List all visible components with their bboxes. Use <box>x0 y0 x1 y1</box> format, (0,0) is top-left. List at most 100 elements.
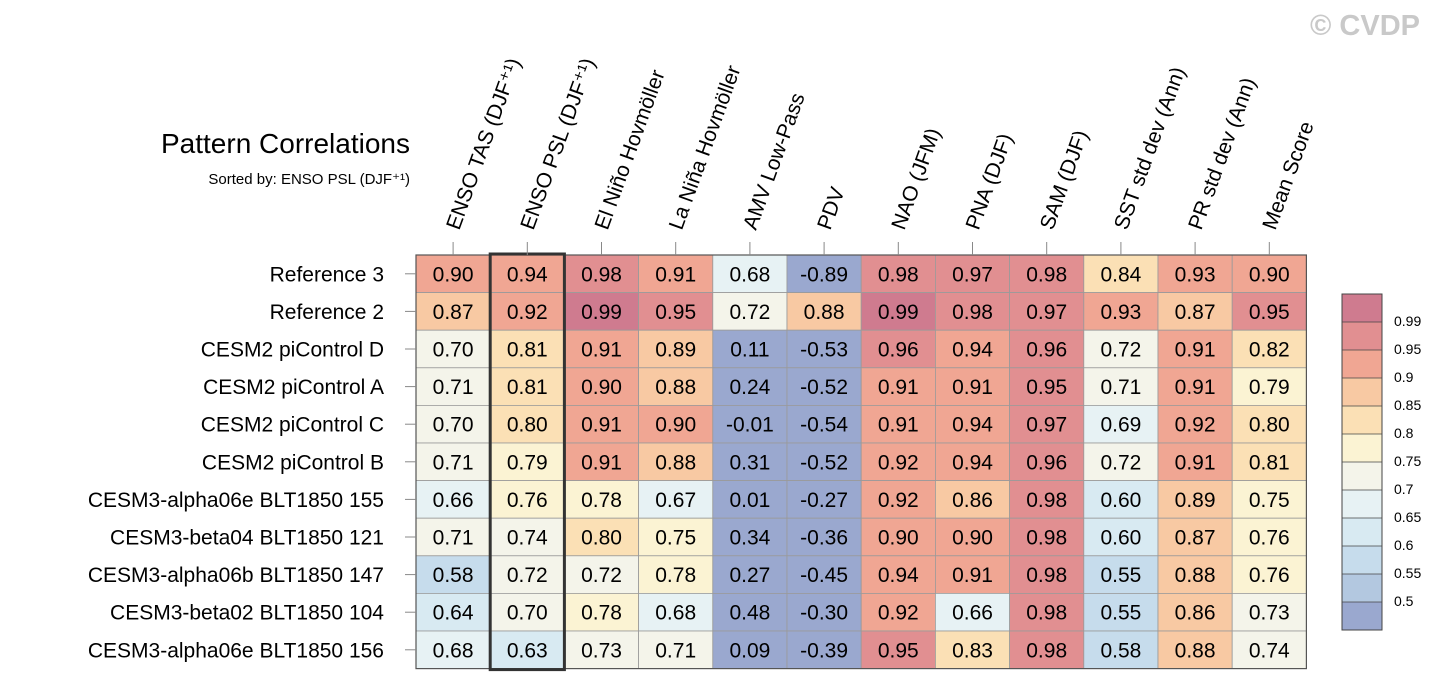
colorbar-segment <box>1342 490 1382 519</box>
chart-title: Pattern Correlations <box>161 128 410 159</box>
cell-value-label: 0.75 <box>655 527 696 550</box>
cell-value-label: 0.70 <box>433 414 474 437</box>
heatmap-cell <box>786 442 862 481</box>
heatmap-cell <box>638 555 714 594</box>
cell-value-label: -0.54 <box>800 414 848 437</box>
cell-value-label: 0.76 <box>1249 564 1290 587</box>
row-label: CESM2 piControl C <box>201 414 384 437</box>
colorbar: 0.99 0.95 0.9 0.85 0.8 0.75 0.7 0.65 0.6 0.55 0.5 <box>1341 293 1421 631</box>
heatmap-cell <box>712 404 788 444</box>
heatmap-cell <box>1157 480 1233 519</box>
cell-value-label: 0.98 <box>1026 263 1067 286</box>
cell-value-label: 0.58 <box>433 564 474 587</box>
heatmap-cell <box>1231 593 1307 632</box>
cell-value-label: 0.98 <box>581 263 622 286</box>
cell-value-label: 0.71 <box>1100 376 1141 399</box>
colorbar-label: 0.7 <box>1394 481 1414 497</box>
heatmap-cell <box>415 292 491 331</box>
colorbar-label: 0.5 <box>1394 593 1414 609</box>
heatmap-cell <box>1083 517 1159 557</box>
cell-value-label: 0.92 <box>878 602 919 625</box>
heatmap-cell <box>1009 329 1085 369</box>
colorbar-segment <box>1342 574 1382 603</box>
heatmap-cell <box>564 329 640 369</box>
cell-value-label: 0.95 <box>1249 301 1290 324</box>
heatmap-cell <box>415 593 491 632</box>
colorbar-frame <box>1341 293 1383 631</box>
cell-value-label: 0.91 <box>952 376 993 399</box>
heatmap-cell <box>712 517 788 557</box>
heatmap-cell <box>786 630 862 669</box>
cell-value-label: 0.89 <box>1175 489 1216 512</box>
cell-value-label: 0.97 <box>952 263 993 286</box>
cell-value-label: 0.81 <box>507 376 548 399</box>
heatmap-cell <box>712 442 788 481</box>
cell-value-label: 0.86 <box>952 489 993 512</box>
cell-value-label: 0.98 <box>1026 527 1067 550</box>
cell-value-label: 0.91 <box>655 263 696 286</box>
heatmap-cell <box>1083 254 1159 293</box>
cell-value-label: -0.45 <box>800 564 848 587</box>
column-label: SST std dev (Ann) <box>1110 64 1190 233</box>
cell-value-label: 0.91 <box>1175 339 1216 362</box>
cell-value-label: 0.88 <box>804 301 845 324</box>
cell-value-label: 0.68 <box>729 263 770 286</box>
colorbar-segment <box>1342 434 1382 463</box>
watermark-text: © CVDP <box>1310 10 1420 42</box>
heatmap-cell <box>1009 593 1085 632</box>
heatmap-cell <box>638 480 714 519</box>
cell-value-label: 0.92 <box>878 451 919 474</box>
heatmap-cell <box>712 292 788 331</box>
row-label: CESM3-alpha06e BLT1850 156 <box>88 639 384 662</box>
cell-value-label: 0.99 <box>878 301 919 324</box>
cell-value-label: 0.98 <box>1026 602 1067 625</box>
colorbar-label: 0.65 <box>1394 509 1421 525</box>
cell-value-label: -0.53 <box>800 339 848 362</box>
cell-value-label: 0.74 <box>507 527 548 550</box>
cell-value-label: 0.87 <box>1175 527 1216 550</box>
cell-value-label: 0.93 <box>1100 301 1141 324</box>
cell-value-label: 0.72 <box>1100 339 1141 362</box>
heatmap-cell <box>489 630 565 669</box>
colorbar-segment <box>1342 462 1382 491</box>
cell-value-label: 0.96 <box>878 339 919 362</box>
cell-value-label: 0.68 <box>655 602 696 625</box>
cell-value-label: 0.80 <box>1249 414 1290 437</box>
cell-value-label: 0.34 <box>729 527 770 550</box>
cell-value-label: 0.98 <box>1026 564 1067 587</box>
heatmap-cell <box>1083 555 1159 594</box>
heatmap-cell <box>860 404 936 444</box>
cell-value-label: 0.70 <box>433 339 474 362</box>
colorbar-segment <box>1342 406 1382 435</box>
heatmap-cell <box>1231 367 1307 406</box>
cell-value-label: 0.72 <box>581 564 622 587</box>
heatmap-cell <box>638 367 714 406</box>
heatmap-cell <box>1009 254 1085 293</box>
cell-value-label: -0.30 <box>800 602 848 625</box>
row-label: Reference 2 <box>270 301 384 324</box>
heatmap-cell <box>564 442 640 481</box>
heatmap-cell <box>935 593 1011 632</box>
heatmap-cell <box>564 555 640 594</box>
cell-value-label: 0.94 <box>878 564 919 587</box>
cell-value-label: 0.71 <box>655 639 696 662</box>
cell-value-label: 0.72 <box>507 564 548 587</box>
column-label: NAO (JFM) <box>887 125 945 233</box>
cell-value-label: 0.92 <box>1175 414 1216 437</box>
colorbar-label: 0.55 <box>1394 565 1421 581</box>
cell-value-label: 0.78 <box>655 564 696 587</box>
column-label: La Niña Hovmöller <box>665 63 746 233</box>
heatmap-cell <box>1231 517 1307 557</box>
colorbar-segment <box>1342 322 1382 351</box>
cell-value-label: 0.90 <box>655 414 696 437</box>
cell-value-label: 0.63 <box>507 639 548 662</box>
heatmap-cell <box>415 517 491 557</box>
cell-value-label: 0.55 <box>1100 602 1141 625</box>
heatmap-cell <box>415 254 491 293</box>
cell-value-label: -0.39 <box>800 639 848 662</box>
heatmap-cell <box>1157 517 1233 557</box>
cell-value-label: 0.76 <box>1249 527 1290 550</box>
cell-value-label: 0.91 <box>878 414 919 437</box>
row-label: CESM2 piControl B <box>202 451 384 474</box>
